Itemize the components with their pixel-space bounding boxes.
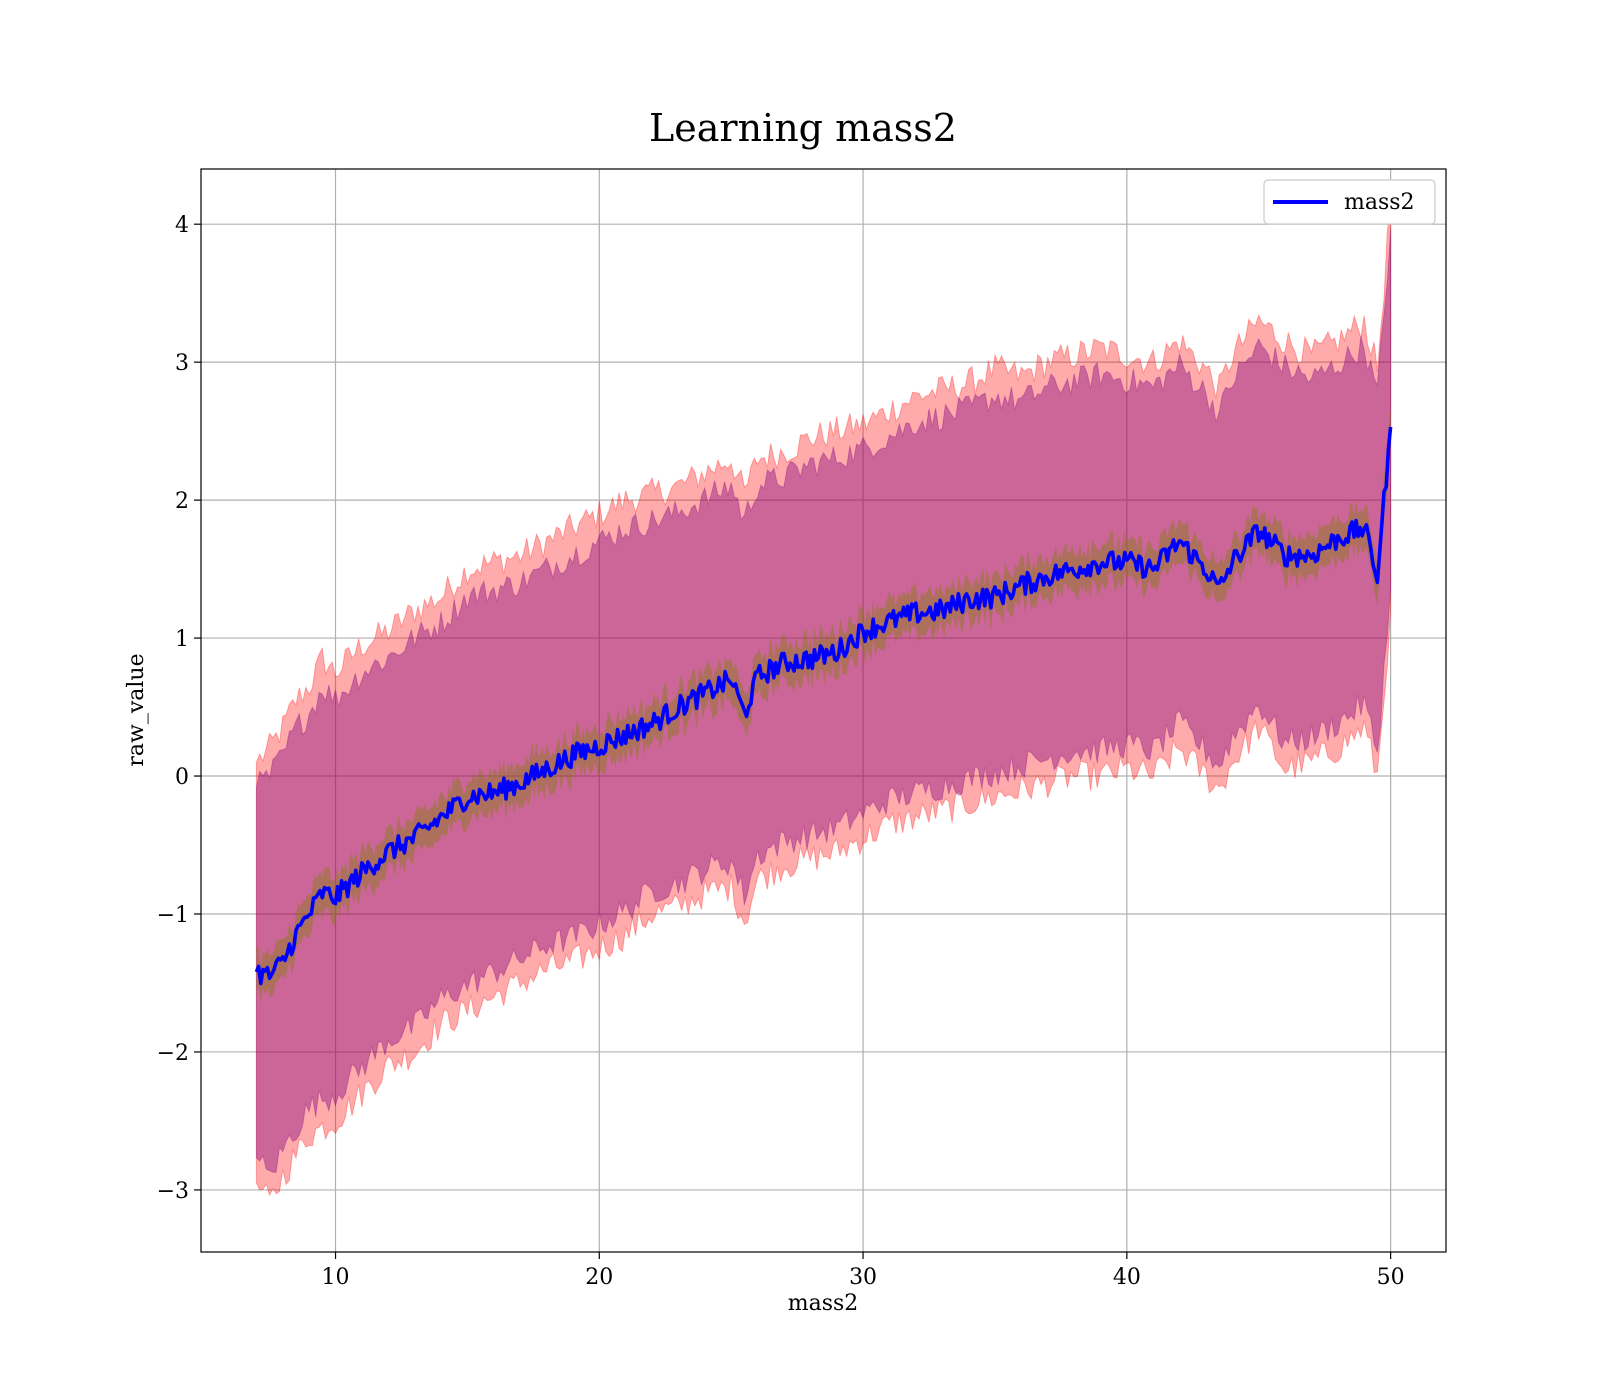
chart-title: Learning mass2 bbox=[649, 106, 957, 150]
legend-box bbox=[1263, 179, 1436, 225]
x-tick-label-3: 40 bbox=[1113, 1265, 1141, 1290]
y-tick-label-0: −3 bbox=[157, 1179, 189, 1204]
outer-band bbox=[255, 203, 1392, 1197]
legend: mass2 bbox=[1263, 179, 1436, 225]
x-tick-label-1: 20 bbox=[585, 1265, 613, 1290]
plot-frame bbox=[200, 168, 1447, 1253]
legend-label: mass2 bbox=[1344, 190, 1415, 215]
y-tick-label-6: 3 bbox=[175, 351, 189, 376]
y-tick-label-5: 2 bbox=[175, 489, 189, 514]
series-line-mass2 bbox=[254, 426, 1393, 986]
y-tick-label-7: 4 bbox=[175, 213, 189, 238]
x-tick-label-0: 10 bbox=[322, 1265, 350, 1290]
series-lines bbox=[254, 426, 1393, 986]
y-axis-label: raw_value bbox=[124, 653, 149, 766]
grid bbox=[201, 169, 1446, 1252]
y-tick-label-1: −2 bbox=[157, 1041, 189, 1066]
inner-band bbox=[255, 230, 1392, 1173]
x-axis-ticks: 10 20 30 40 50 bbox=[322, 1252, 1405, 1290]
x-axis-label: mass2 bbox=[788, 1291, 859, 1316]
y-axis-ticks: −3 −2 −1 0 1 2 3 4 bbox=[157, 213, 201, 1204]
x-tick-label-4: 50 bbox=[1377, 1265, 1405, 1290]
y-tick-label-2: −1 bbox=[157, 903, 189, 928]
y-tick-label-3: 0 bbox=[175, 765, 189, 790]
x-tick-label-2: 30 bbox=[849, 1265, 877, 1290]
y-tick-label-4: 1 bbox=[175, 627, 189, 652]
